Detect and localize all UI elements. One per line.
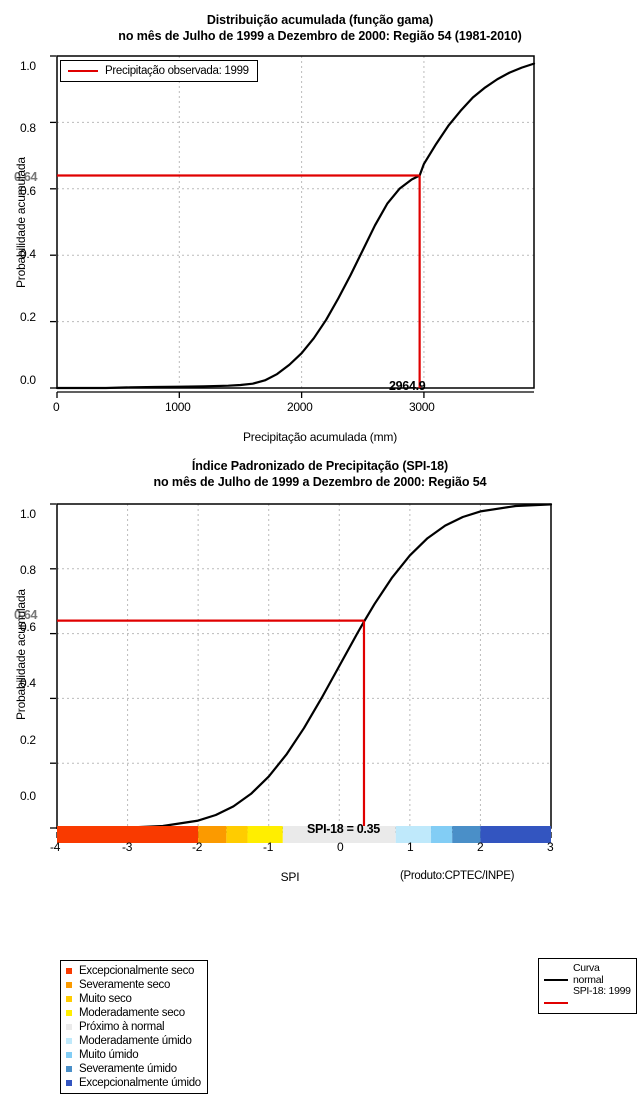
spi-cdf-panel: Índice Padronizado de Precipitação (SPI-…: [0, 450, 640, 1094]
bottom-highlight-prob: 0.64: [14, 608, 38, 622]
bottom-title-line2: no mês de Julho de 1999 a Dezembro de 20…: [153, 475, 487, 489]
category-swatch-icon: [66, 1010, 72, 1016]
bottom-xtick-1: 1: [407, 840, 414, 854]
legend-item-category: Muito úmido: [66, 1048, 201, 1062]
category-label: Próximo à normal: [79, 1021, 165, 1033]
bottom-xtick-3: 3: [547, 840, 554, 854]
bottom-ytick-1.0: 1.0: [20, 507, 36, 521]
legend-item-category: Moderadamente úmido: [66, 1034, 201, 1048]
top-ytick-1.0: 1.0: [20, 59, 36, 73]
bottom-xtick--1: -1: [263, 840, 274, 854]
curve-legend-label-line1: SPI-18: 1999: [573, 985, 631, 997]
category-swatch-icon: [66, 1038, 72, 1044]
curve-legend-label: SPI-18: 1999: [573, 985, 631, 998]
bottom-ytick-0.0: 0.0: [20, 789, 36, 803]
category-label: Severamente úmido: [79, 1063, 177, 1075]
top-observed-value-annotation: 2964.9: [389, 379, 426, 393]
gamma-cdf-plot: [50, 55, 536, 398]
category-label: Muito seco: [79, 993, 132, 1005]
curve-legend-label-line1: Curva: [573, 962, 600, 974]
top-ytick-0.8: 0.8: [20, 121, 36, 135]
curve-legend-label-line2: normal: [573, 973, 604, 986]
product-credit: (Produto:CPTEC/INPE): [400, 870, 515, 882]
spi-value-annotation: SPI-18 = 0.35: [307, 822, 380, 836]
red-line-icon: [68, 70, 98, 72]
bottom-chart-title: Índice Padronizado de Precipitação (SPI-…: [0, 458, 640, 490]
category-swatch-icon: [66, 996, 72, 1002]
bottom-ytick-0.8: 0.8: [20, 563, 36, 577]
legend-label-precip-observada: Precipitação observada: 1999: [105, 65, 249, 77]
gamma-cdf-panel: Distribuição acumulada (função gama) no …: [0, 0, 640, 450]
legend-item-curve: Curva normal: [544, 962, 631, 986]
category-swatch-icon: [66, 1024, 72, 1030]
top-xtick-0: 0: [53, 400, 60, 414]
bottom-xtick--3: -3: [122, 840, 133, 854]
legend-item-category: Excepcionalmente úmido: [66, 1076, 201, 1090]
top-title-line2: no mês de Julho de 1999 a Dezembro de 20…: [118, 29, 522, 43]
category-swatch-icon: [66, 1052, 72, 1058]
legend-item-category: Severamente úmido: [66, 1062, 201, 1076]
bottom-ytick-0.2: 0.2: [20, 733, 36, 747]
category-swatch-icon: [66, 1066, 72, 1072]
category-label: Moderadamente úmido: [79, 1035, 192, 1047]
category-swatch-icon: [66, 982, 72, 988]
spi-category-legend: Excepcionalmente seco Severamente seco Mui…: [60, 960, 208, 1094]
top-ytick-0.0: 0.0: [20, 373, 36, 387]
bottom-title-line1: Índice Padronizado de Precipitação (SPI-…: [191, 459, 449, 473]
top-ytick-0.4: 0.4: [20, 247, 36, 261]
category-label: Excepcionalmente seco: [79, 965, 195, 977]
top-xtick-2000: 2000: [287, 400, 313, 414]
top-x-axis-label: Precipitação acumulada (mm): [243, 430, 397, 444]
curve-line-icon: [544, 986, 573, 1009]
curve-legend: Curva normal SPI-18: 1999: [538, 958, 637, 1014]
legend-item-precip-observada: Precipitação observada: 1999: [68, 65, 249, 77]
curve-line-icon: [544, 963, 573, 986]
bottom-xtick--4: -4: [50, 840, 61, 854]
top-highlight-prob: 0.64: [14, 170, 38, 184]
top-xtick-1000: 1000: [165, 400, 191, 414]
category-label: Moderadamente seco: [79, 1007, 185, 1019]
top-title-line1: Distribuição acumulada (função gama): [206, 13, 434, 27]
top-legend: Precipitação observada: 1999: [60, 60, 258, 82]
legend-item-category: Muito seco: [66, 992, 201, 1006]
top-ytick-0.6: 0.6: [20, 184, 36, 198]
bottom-x-axis-label: SPI: [280, 870, 300, 884]
category-swatch-icon: [66, 968, 72, 974]
top-xtick-3000: 3000: [409, 400, 435, 414]
curve-legend-label: Curva normal: [573, 962, 604, 986]
bottom-y-axis-label: Probabilidade acumulada: [14, 589, 28, 720]
spi-cdf-plot: [50, 503, 553, 843]
legend-item-curve: SPI-18: 1999: [544, 985, 631, 1009]
category-swatch-icon: [66, 1080, 72, 1086]
top-y-axis-label: Probabilidade acumulada: [14, 157, 28, 288]
category-label: Muito úmido: [79, 1049, 139, 1061]
top-chart-title: Distribuição acumulada (função gama) no …: [0, 12, 640, 44]
category-label: Excepcionalmente úmido: [79, 1077, 201, 1089]
bottom-ytick-0.6: 0.6: [20, 620, 36, 634]
bottom-xtick--2: -2: [192, 840, 203, 854]
legend-item-category: Próximo à normal: [66, 1020, 201, 1034]
bottom-xtick-2: 2: [477, 840, 484, 854]
bottom-ytick-0.4: 0.4: [20, 676, 36, 690]
legend-item-category: Moderadamente seco: [66, 1006, 201, 1020]
top-ytick-0.2: 0.2: [20, 310, 36, 324]
legend-item-category: Severamente seco: [66, 978, 201, 992]
bottom-xtick-0: 0: [337, 840, 344, 854]
legend-item-category: Excepcionalmente seco: [66, 964, 201, 978]
category-label: Severamente seco: [79, 979, 171, 991]
